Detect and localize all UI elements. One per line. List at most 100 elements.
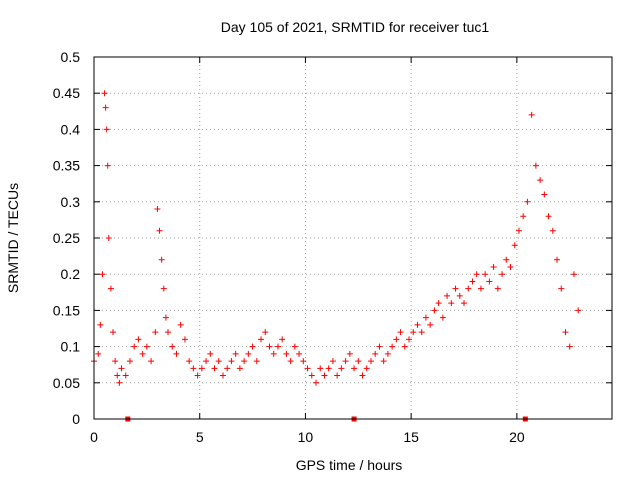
data-point (270, 350, 277, 357)
data-point (414, 321, 421, 328)
data-point (104, 162, 111, 169)
data-point (418, 329, 425, 336)
data-point (376, 343, 383, 350)
data-point (545, 213, 552, 220)
data-point (173, 350, 180, 357)
x-axis-label: GPS time / hours (296, 457, 403, 473)
data-point (181, 336, 188, 343)
data-point (334, 372, 341, 379)
data-point (554, 256, 561, 263)
y-tick-label: 0.1 (61, 339, 81, 355)
data-point (139, 350, 146, 357)
data-point (143, 343, 150, 350)
data-point (162, 314, 169, 321)
x-tick-label: 20 (509, 429, 525, 445)
data-point (558, 285, 565, 292)
y-tick-label: 0.25 (53, 230, 80, 246)
chart-title: Day 105 of 2021, SRMTID for receiver tuc… (221, 19, 490, 35)
grid-layer (94, 57, 612, 419)
data-point (95, 350, 102, 357)
data-point (444, 292, 451, 299)
data-point (262, 329, 269, 336)
data-point (158, 256, 165, 263)
data-point (486, 278, 493, 285)
data-point (101, 90, 108, 97)
plot-area-frame (93, 56, 613, 420)
data-point (304, 365, 311, 372)
data-point (112, 358, 119, 365)
data-point (116, 379, 123, 386)
x-tick-label: 10 (298, 429, 314, 445)
data-point (359, 372, 366, 379)
data-point (406, 336, 413, 343)
data-point (532, 162, 539, 169)
data-point (482, 271, 489, 278)
data-point (241, 358, 248, 365)
data-point (342, 358, 349, 365)
data-point (177, 321, 184, 328)
data-point (507, 263, 514, 270)
data-point (389, 343, 396, 350)
data-point (296, 350, 303, 357)
data-point (102, 104, 109, 111)
data-point (287, 358, 294, 365)
x-tick-label: 0 (90, 429, 98, 445)
data-point (431, 307, 438, 314)
data-point (198, 365, 205, 372)
y-tick-label: 0.35 (53, 158, 80, 174)
data-point (154, 206, 161, 213)
data-point (99, 271, 106, 278)
data-point (393, 336, 400, 343)
data-point (283, 350, 290, 357)
data-point (410, 329, 417, 336)
data-point (156, 227, 163, 234)
data-point (215, 358, 222, 365)
data-point (541, 191, 548, 198)
data-point (103, 126, 110, 133)
data-point (439, 314, 446, 321)
data-point (511, 242, 518, 249)
y-tick-label: 0.4 (61, 121, 81, 137)
data-point (575, 307, 582, 314)
data-point (461, 300, 467, 307)
data-point (152, 329, 159, 336)
data-point (473, 271, 480, 278)
data-point (427, 321, 434, 328)
data-point (131, 343, 138, 350)
data-point (338, 365, 345, 372)
data-point (190, 365, 197, 372)
y-tick-label: 0.2 (61, 266, 81, 282)
data-point (380, 358, 387, 365)
data-point (249, 343, 256, 350)
data-point (186, 358, 193, 365)
data-point (570, 271, 577, 278)
data-point (107, 285, 114, 292)
data-point (148, 358, 155, 365)
data-point (355, 358, 362, 365)
data-point (329, 358, 336, 365)
data-point (528, 111, 535, 118)
data-point (465, 285, 472, 292)
data-point (194, 372, 201, 379)
data-point (211, 365, 218, 372)
x-tick-label: 15 (403, 429, 419, 445)
data-point (110, 329, 117, 336)
y-tick-label: 0.45 (53, 85, 80, 101)
data-point (126, 358, 133, 365)
data-point (401, 343, 408, 350)
data-point (266, 343, 273, 350)
data-point (477, 285, 484, 292)
data-point (372, 350, 379, 357)
data-point (363, 365, 370, 372)
data-point (435, 300, 442, 307)
data-point (279, 336, 286, 343)
data-point (494, 285, 501, 292)
data-point (367, 358, 374, 365)
data-point (325, 365, 332, 372)
data-point (105, 235, 112, 241)
data-point (224, 365, 231, 372)
data-point (274, 343, 281, 350)
data-point (499, 271, 506, 278)
data-point (562, 329, 569, 336)
